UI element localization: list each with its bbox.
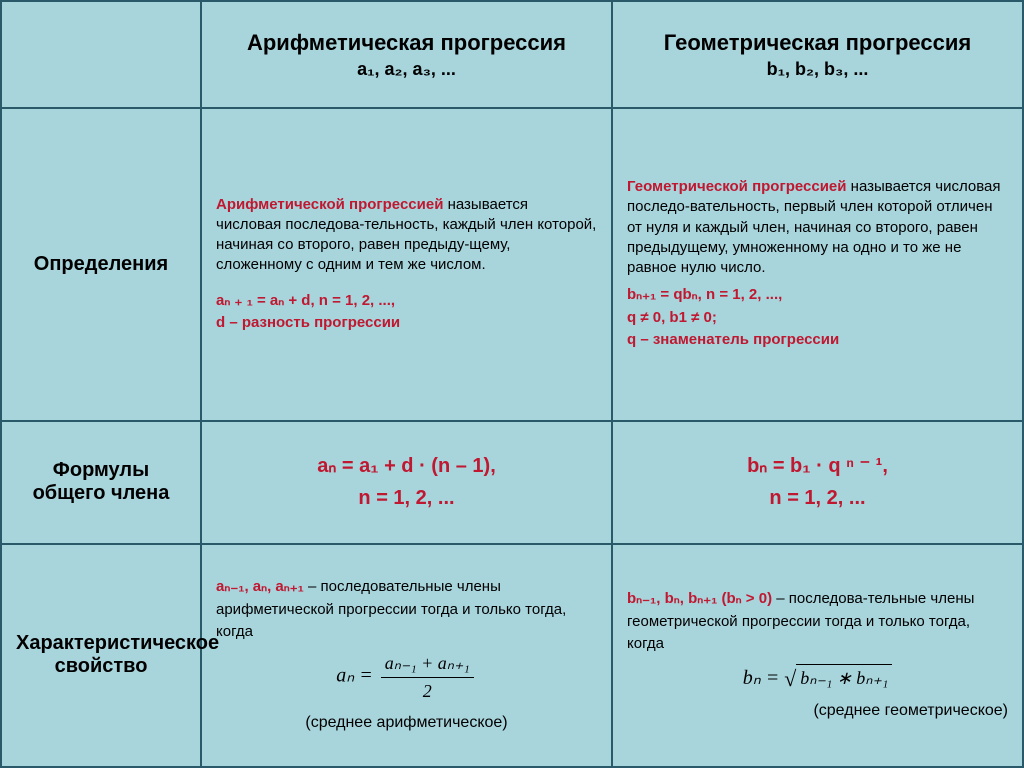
row-characteristic: Характеристическое свойство aₙ₋₁, aₙ, aₙ…: [1, 544, 1023, 767]
def-geom-lead: Геометрической прогрессией: [627, 178, 847, 195]
gen-geom-l1: bₙ = b₁ · q ⁿ ⁻ ¹,: [627, 450, 1008, 482]
def-geom-text: Геометрической прогрессией называется чи…: [627, 177, 1008, 278]
char-geom-paren: (среднее геометрическое): [627, 699, 1008, 723]
char-geom-text: bₙ₋₁, bₙ, bₙ₊₁ (bₙ > 0) – последова-тель…: [627, 588, 1008, 656]
char-arith-text: aₙ₋₁, aₙ, aₙ₊₁ – последовательные члены …: [216, 576, 597, 644]
gen-arith-l2: n = 1, 2, ...: [216, 482, 597, 514]
def-arith-text: Арифметической прогрессией называется чи…: [216, 195, 597, 276]
def-geom-f1: bₙ₊₁ = qbₙ, n = 1, 2, ...,: [627, 284, 1008, 307]
fraction-icon: aₙ₋₁ + aₙ₊₁2: [381, 650, 474, 705]
cell-gen-geom: bₙ = b₁ · q ⁿ ⁻ ¹, n = 1, 2, ...: [612, 421, 1023, 544]
header-row: Арифметическая прогрессия a₁, a₂, a₃, ..…: [1, 1, 1023, 108]
char-arith-eq: aₙ = aₙ₋₁ + aₙ₊₁2: [216, 650, 597, 705]
def-geom-f2: q ≠ 0, b1 ≠ 0;: [627, 307, 1008, 330]
cell-def-arith: Арифметической прогрессией называется чи…: [201, 108, 612, 421]
cell-char-arith: aₙ₋₁, aₙ, aₙ₊₁ – последовательные члены …: [201, 544, 612, 767]
cell-char-geom: bₙ₋₁, bₙ, bₙ₊₁ (bₙ > 0) – последова-тель…: [612, 544, 1023, 767]
header-arith: Арифметическая прогрессия a₁, a₂, a₃, ..…: [201, 1, 612, 108]
label-characteristic: Характеристическое свойство: [1, 544, 201, 767]
label-general: Формулы общего члена: [1, 421, 201, 544]
def-geom-f3: q – знаменатель прогрессии: [627, 329, 1008, 352]
label-definitions: Определения: [1, 108, 201, 421]
row-general-formula: Формулы общего члена aₙ = a₁ + d · (n – …: [1, 421, 1023, 544]
row-definitions: Определения Арифметической прогрессией н…: [1, 108, 1023, 421]
header-arith-title: Арифметическая прогрессия: [216, 28, 597, 58]
header-empty: [1, 1, 201, 108]
char-geom-rad: bₙ₋₁ ∗ bₙ₊₁: [796, 664, 892, 692]
header-geom-seq: b₁, b₂, b₃, ...: [627, 57, 1008, 81]
comparison-table: Арифметическая прогрессия a₁, a₂, a₃, ..…: [0, 0, 1024, 768]
gen-geom-l2: n = 1, 2, ...: [627, 482, 1008, 514]
def-arith-f1: aₙ ₊ ₁ = aₙ + d, n = 1, 2, ...,: [216, 290, 597, 313]
char-arith-paren: (среднее арифметическое): [216, 711, 597, 735]
header-geom: Геометрическая прогрессия b₁, b₂, b₃, ..…: [612, 1, 1023, 108]
cell-def-geom: Геометрической прогрессией называется чи…: [612, 108, 1023, 421]
header-arith-seq: a₁, a₂, a₃, ...: [216, 57, 597, 81]
def-arith-f2: d – разность прогрессии: [216, 312, 597, 335]
def-arith-lead: Арифметической прогрессией: [216, 196, 443, 213]
gen-arith-l1: aₙ = a₁ + d · (n – 1),: [216, 450, 597, 482]
sqrt-icon: √: [784, 666, 796, 691]
char-geom-lhs: bₙ =: [743, 667, 784, 689]
char-arith-lhs: aₙ =: [336, 664, 377, 686]
char-geom-lead: bₙ₋₁, bₙ, bₙ₊₁ (bₙ > 0): [627, 590, 772, 607]
char-arith-lead: aₙ₋₁, aₙ, aₙ₊₁: [216, 578, 304, 595]
cell-gen-arith: aₙ = a₁ + d · (n – 1), n = 1, 2, ...: [201, 421, 612, 544]
header-geom-title: Геометрическая прогрессия: [627, 28, 1008, 58]
char-geom-eq: bₙ = √bₙ₋₁ ∗ bₙ₊₁: [627, 662, 1008, 695]
